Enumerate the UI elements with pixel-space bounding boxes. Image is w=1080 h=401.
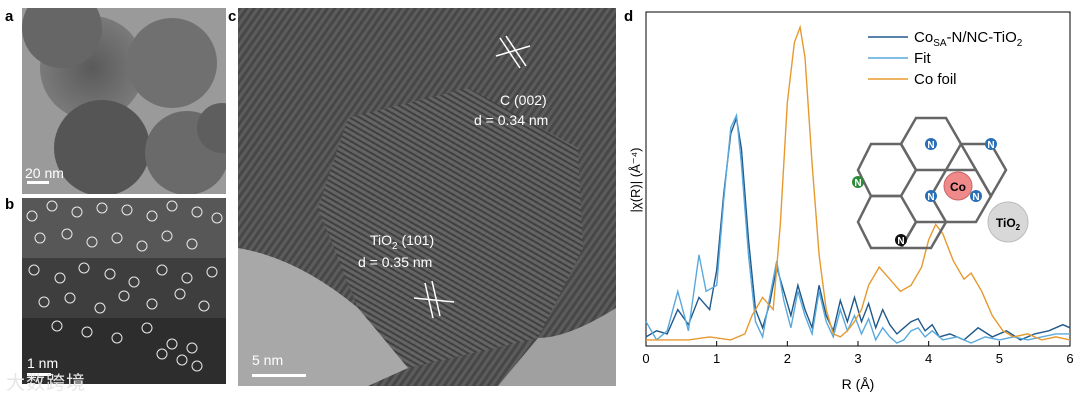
n-atom-6: N (895, 234, 907, 247)
n-atom-3: N (925, 190, 937, 203)
atom-marker-39 (156, 348, 168, 360)
atom-marker-4 (121, 204, 133, 216)
series-line-2 (646, 24, 1071, 341)
atom-marker-28 (146, 298, 158, 310)
atom-marker-22 (181, 272, 193, 284)
atom-marker-30 (198, 300, 210, 312)
x-tick-label-6: 6 (1066, 351, 1073, 366)
atom-marker-31 (51, 320, 63, 332)
label-c002-title: C (002) (500, 92, 547, 108)
label-tio2-title: TiO2 (101) (370, 232, 435, 252)
atom-marker-1 (46, 200, 58, 212)
x-tick-label-1: 1 (713, 351, 720, 366)
scale-bar-line-a (27, 181, 49, 184)
atom-marker-25 (64, 292, 76, 304)
svg-text:N: N (897, 236, 904, 247)
label-tio2-d: d = 0.35 nm (358, 254, 433, 270)
haadf-image-b: 1 nm (22, 198, 226, 384)
atom-marker-9 (34, 232, 46, 244)
x-tick-label-4: 4 (925, 351, 932, 366)
atom-marker-8 (211, 212, 223, 224)
scale-bar-line-c (252, 374, 306, 377)
n-atom-2: N (985, 138, 997, 151)
atom-marker-2 (71, 206, 83, 218)
legend-label-cosa: CoSA-N/NC-TiO2 (914, 29, 1023, 49)
svg-text:N: N (927, 140, 934, 151)
n-atom-5: N (852, 176, 864, 189)
legend-label-fit: Fit (914, 50, 931, 67)
atom-marker-14 (161, 230, 173, 242)
atom-marker-34 (141, 322, 153, 334)
structure-support-label: TiO2 (996, 216, 1021, 232)
atom-marker-21 (156, 264, 168, 276)
atom-marker-7 (191, 206, 203, 218)
panel-a-letter: a (5, 8, 14, 25)
x-tick-label-3: 3 (854, 351, 861, 366)
atom-marker-26 (94, 302, 106, 314)
atom-marker-12 (111, 232, 123, 244)
atom-marker-29 (174, 288, 186, 300)
x-tick-label-0: 0 (642, 351, 649, 366)
scale-bar-line-b (27, 373, 51, 376)
svg-text:N: N (927, 192, 934, 203)
atom-marker-35 (166, 338, 178, 350)
scale-bar-text-c: 5 nm (252, 352, 284, 368)
atom-marker-6 (166, 200, 178, 212)
atom-marker-18 (78, 262, 90, 274)
series-line-1 (645, 112, 1070, 344)
x-axis-label: R (Å) (842, 376, 875, 392)
svg-text:N: N (972, 192, 979, 203)
atom-marker-38 (191, 360, 203, 372)
legend-label-cofoil: Co foil (914, 71, 957, 88)
structure-co-label: Co (950, 180, 966, 194)
atom-marker-10 (61, 228, 73, 240)
y-axis-label: |χ(R)| (Å⁻⁴) (628, 147, 643, 212)
atom-marker-5 (146, 210, 158, 222)
tem-image-a: 20 nm (22, 8, 226, 194)
atom-marker-20 (128, 276, 140, 288)
atom-marker-37 (176, 354, 188, 366)
n-atom-4: N (970, 190, 982, 203)
x-tick-label-5: 5 (996, 351, 1003, 366)
legend: CoSA-N/NC-TiO2 Fit Co foil (868, 29, 1023, 88)
atom-marker-16 (28, 264, 40, 276)
label-c002-d: d = 0.34 nm (474, 112, 549, 128)
atom-marker-13 (136, 240, 148, 252)
scale-bar-text-a: 20 nm (25, 165, 64, 181)
atom-marker-23 (206, 266, 218, 278)
atom-marker-3 (96, 202, 108, 214)
atom-marker-0 (26, 210, 38, 222)
atom-marker-36 (186, 342, 198, 354)
exafs-chart: 0 1 2 3 4 5 6 R (Å) |χ(R)| (Å⁻⁴) CoSA-N/NC-TiO… (628, 11, 1074, 392)
single-atom-markers (22, 198, 226, 384)
atom-marker-17 (54, 272, 66, 284)
panel-b-letter: b (5, 196, 15, 213)
atom-marker-32 (81, 326, 93, 338)
tem-particles (22, 8, 226, 194)
watermark: 大数跨境 (6, 372, 87, 394)
atom-marker-24 (38, 296, 50, 308)
atom-marker-33 (111, 332, 123, 344)
atom-marker-27 (118, 290, 130, 302)
panel-d-letter: d (624, 8, 634, 25)
atom-marker-11 (86, 236, 98, 248)
hrtem-image-c: C (002) d = 0.34 nm TiO2 (101) d = 0.35 … (238, 8, 616, 386)
panel-c-letter: c (228, 8, 237, 25)
svg-text:N: N (854, 178, 861, 189)
svg-text:N: N (987, 140, 994, 151)
atom-marker-19 (104, 268, 116, 280)
n-atom-1: N (925, 138, 937, 151)
scale-bar-text-b: 1 nm (27, 355, 59, 371)
x-tick-label-2: 2 (784, 351, 791, 366)
lattice-image (238, 8, 616, 386)
atom-marker-15 (186, 238, 198, 250)
cosa-n4-structure: Co N N N N N N TiO2 (852, 116, 1029, 250)
